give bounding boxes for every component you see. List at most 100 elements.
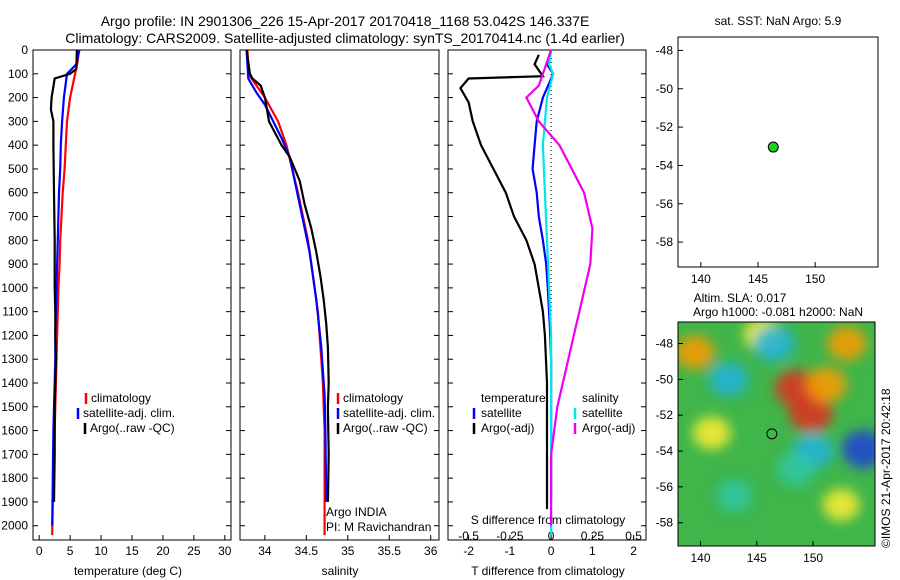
x-tick-label: 145: [747, 551, 767, 565]
sla-map-panel: Altim. SLA: 0.017 Argo h1000: -0.081 h20…: [656, 291, 876, 565]
top-x-tick-label: 0.5: [625, 529, 642, 543]
y-tick-label: 1400: [1, 376, 28, 390]
y-tick-label: -58: [656, 516, 674, 530]
difference-legend-temperature: temperature satellite Argo(-adj): [472, 391, 546, 435]
y-tick-label: -52: [656, 408, 674, 422]
title-line-2: Climatology: CARS2009. Satellite-adjuste…: [65, 30, 625, 46]
sla-map-title-1: Altim. SLA: 0.017: [694, 291, 787, 305]
y-tick-label: 1000: [1, 281, 28, 295]
difference-legend-salinity: salinity satellite Argo(-adj): [573, 391, 635, 435]
y-tick-label: 900: [8, 257, 28, 271]
y-tick-label: -56: [656, 480, 674, 494]
legend-title-salinity: salinity: [582, 391, 619, 405]
sla-anomaly: [788, 394, 833, 433]
series-line: [525, 49, 594, 526]
x-tick-label: 150: [803, 551, 823, 565]
sla-anomaly: [752, 325, 795, 362]
sla-anomaly: [716, 480, 753, 512]
sla-anomaly: [841, 430, 875, 469]
y-tick-label: 300: [8, 114, 28, 128]
legend-label-argo: Argo(..raw -QC): [90, 421, 175, 435]
series-line: [541, 49, 555, 536]
y-tick-label: -50: [656, 82, 674, 96]
y-tick-label: -56: [656, 197, 674, 211]
top-x-tick-label: 0.25: [581, 529, 605, 543]
sla-heatmap: [678, 322, 875, 546]
sst-map-title: sat. SST: NaN Argo: 5.9: [715, 14, 842, 28]
difference-xlabel-bottom: T difference from climatology: [471, 564, 625, 578]
sla-anomaly: [806, 367, 847, 403]
y-tick-label: 700: [8, 210, 28, 224]
series-line: [245, 49, 328, 502]
x-tick-label: 25: [187, 544, 201, 558]
y-tick-label: 0: [21, 43, 28, 57]
x-tick-label: 34.5: [295, 544, 319, 558]
legend-label-sal-argo: Argo(-adj): [582, 421, 635, 435]
y-tick-label: -48: [656, 43, 674, 57]
y-tick-label: 500: [8, 162, 28, 176]
y-tick-label: 200: [8, 91, 28, 105]
temperature-legend: climatology satellite-adj. clim. Argo(..…: [76, 391, 175, 435]
x-tick-label: 35: [341, 544, 355, 558]
y-tick-label: 1500: [1, 400, 28, 414]
salinity-plot-frame: [239, 49, 440, 541]
sst-map-frame: [677, 36, 879, 268]
y-tick-label: 600: [8, 186, 28, 200]
top-x-tick-label: -0.5: [458, 529, 479, 543]
x-tick-label: -1: [505, 544, 516, 558]
series-line: [246, 49, 326, 536]
sla-anomaly: [709, 362, 749, 397]
argo-location-point: [766, 428, 778, 440]
y-tick-label: 1800: [1, 471, 28, 485]
x-tick-label: 36: [424, 544, 438, 558]
x-tick-label: 35.5: [378, 544, 402, 558]
footer-credit: ©IMOS 21-Apr-2017 20:42:18: [879, 388, 893, 548]
x-tick-label: 1: [589, 544, 596, 558]
salinity-annotation-pi: PI: M Ravichandran: [326, 520, 431, 534]
y-tick-label: 100: [8, 67, 28, 81]
x-tick-label: 145: [748, 272, 768, 286]
y-tick-label: 1900: [1, 495, 28, 509]
y-tick-label: -50: [656, 372, 674, 386]
x-tick-label: 2: [630, 544, 637, 558]
sla-map-frame: [677, 321, 876, 547]
argo-location-point: [767, 141, 779, 153]
sst-map-panel: sat. SST: NaN Argo: 5.9 140 145 150 -48 -50 -…: [656, 14, 879, 286]
x-tick-label: 20: [156, 544, 170, 558]
salinity-panel: salinity climatology satellite-adj. clim…: [239, 49, 440, 578]
y-tick-label: 400: [8, 138, 28, 152]
difference-panel: S difference from climatology T differen…: [447, 49, 647, 578]
sla-anomaly: [827, 326, 867, 361]
x-tick-label: 15: [125, 544, 139, 558]
salinity-xlabel: salinity: [322, 564, 359, 578]
top-x-tick-label: -0.25: [496, 529, 524, 543]
x-tick-label: 150: [805, 272, 825, 286]
y-tick-label: 1100: [2, 305, 28, 319]
series-line: [245, 49, 330, 502]
legend-label-climatology: climatology: [343, 391, 403, 405]
series-line: [51, 49, 81, 526]
sla-anomaly: [822, 488, 860, 521]
sla-map-title-2: Argo h1000: -0.081 h2000: NaN: [693, 305, 863, 319]
y-tick-label: -48: [656, 337, 674, 351]
y-tick-label: -54: [656, 158, 674, 172]
x-tick-label: 0: [36, 544, 43, 558]
temperature-panel: temperature (deg C) climatology satellit…: [1, 43, 232, 578]
y-tick-label: 1700: [1, 447, 28, 461]
sla-anomaly: [678, 335, 715, 370]
salinity-annotation-program: Argo INDIA: [326, 505, 387, 519]
legend-label-temp-argo: Argo(-adj): [481, 421, 534, 435]
x-tick-label: 10: [94, 544, 108, 558]
sla-anomaly: [692, 416, 731, 450]
difference-plot-frame: [447, 49, 647, 541]
legend-title-temperature: temperature: [481, 391, 546, 405]
legend-label-temp-satellite: satellite: [481, 406, 522, 420]
y-tick-label: -58: [656, 235, 674, 249]
x-tick-label: 140: [690, 551, 710, 565]
legend-label-climatology: climatology: [91, 391, 151, 405]
y-tick-label: 1600: [1, 424, 28, 438]
legend-label-sal-satellite: satellite: [582, 406, 623, 420]
y-tick-label: 1300: [1, 352, 28, 366]
